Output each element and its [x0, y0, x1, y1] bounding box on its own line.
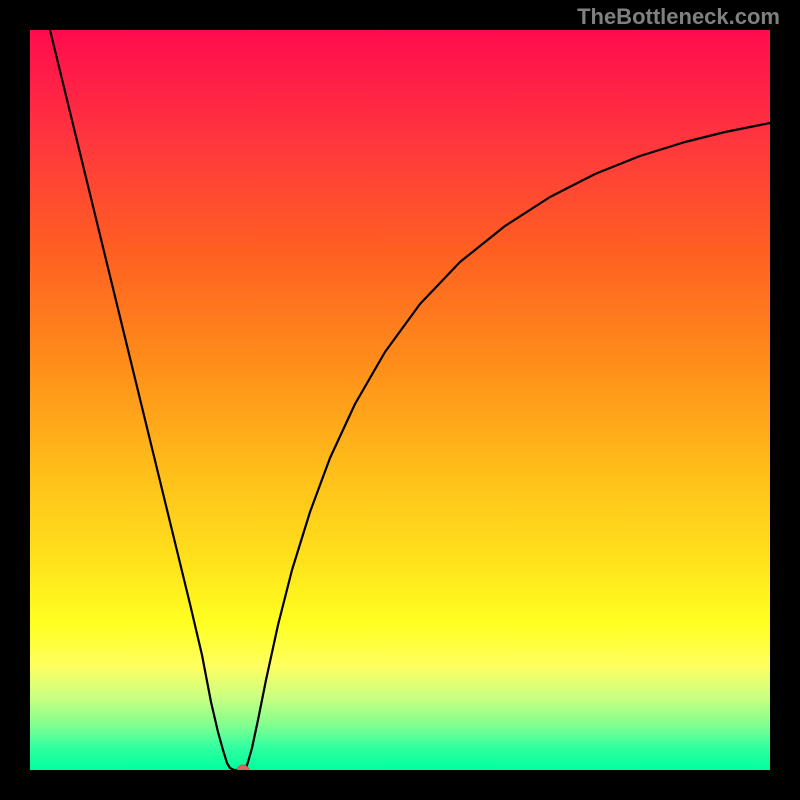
watermark-text: TheBottleneck.com [577, 4, 780, 30]
frame-bottom [0, 770, 800, 800]
frame-left [0, 0, 30, 800]
frame-right [770, 0, 800, 800]
bottleneck-chart [0, 0, 800, 800]
